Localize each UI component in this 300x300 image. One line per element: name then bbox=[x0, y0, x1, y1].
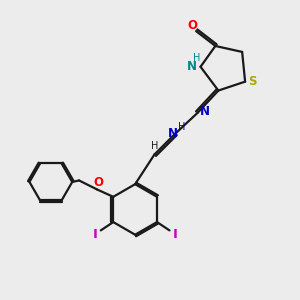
Text: N: N bbox=[168, 127, 178, 140]
Text: H: H bbox=[178, 122, 185, 132]
Text: I: I bbox=[172, 228, 177, 242]
Text: O: O bbox=[93, 176, 103, 189]
Text: S: S bbox=[248, 75, 257, 88]
Text: H: H bbox=[193, 53, 201, 64]
Text: I: I bbox=[93, 228, 98, 242]
Text: N: N bbox=[187, 60, 197, 73]
Text: N: N bbox=[200, 105, 210, 118]
Text: H: H bbox=[151, 141, 158, 151]
Text: O: O bbox=[188, 19, 197, 32]
